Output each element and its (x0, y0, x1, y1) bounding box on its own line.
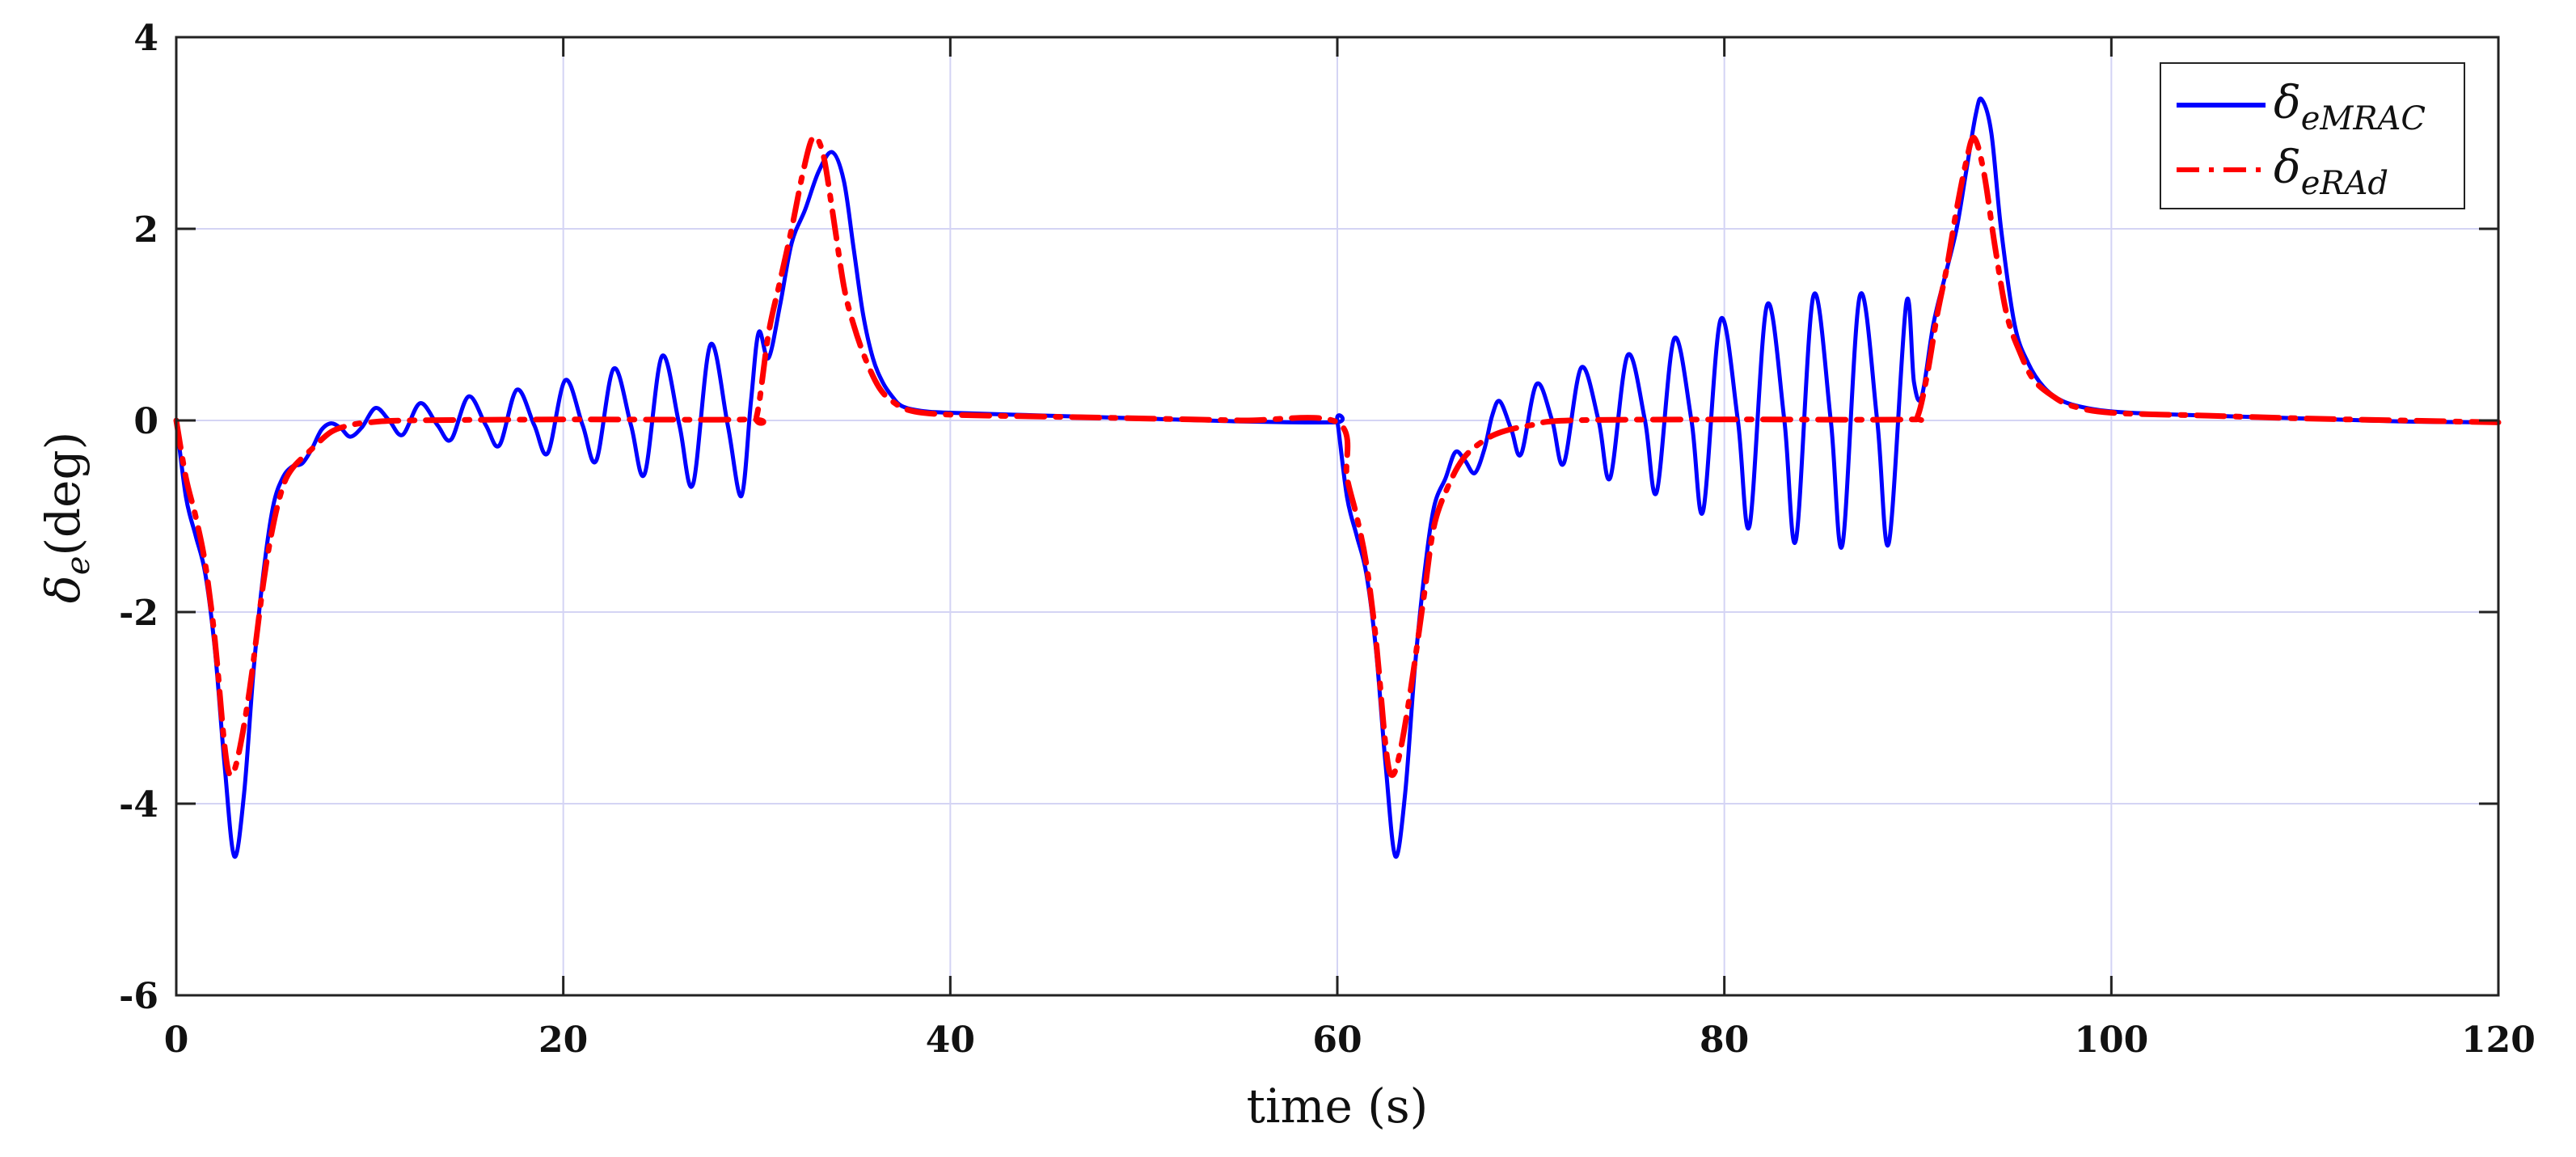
x-tick-label: 20 (538, 1020, 588, 1061)
legend-label-mrac-symbol: δ (2274, 77, 2301, 129)
x-axis-title: time (s) (1247, 1079, 1429, 1134)
x-tick-label: 80 (1700, 1020, 1749, 1061)
y-tick-label: -2 (119, 593, 158, 634)
legend-box (2160, 62, 2465, 209)
legend-label-mrac-subscript: eMRAC (2301, 100, 2426, 137)
legend-label-mrac: δeMRAC (2274, 77, 2426, 137)
y-tick-label: -6 (119, 976, 158, 1017)
series-layer (173, 96, 2502, 859)
legend-label-rad-symbol: δ (2274, 141, 2301, 194)
y-axis-symbol: δ (36, 575, 91, 603)
y-tick-label: 0 (133, 401, 158, 442)
x-tick-label: 0 (164, 1020, 189, 1061)
legend-label-rad-subscript: eRAd (2301, 165, 2388, 202)
x-tick-label: 120 (2461, 1020, 2536, 1061)
y-axis-unit: (deg) (36, 432, 91, 556)
legend: δeMRAC δeRAd (2160, 62, 2465, 209)
legend-label-rad: δeRAd (2274, 141, 2388, 202)
ticks (175, 36, 2500, 997)
y-tick-label: 2 (133, 209, 158, 251)
y-axis-title: δe(deg) (36, 432, 97, 603)
y-axis-subscript: e (60, 556, 97, 576)
x-tick-label: 100 (2074, 1020, 2148, 1061)
y-tick-label: 4 (133, 18, 158, 59)
x-tick-label: 60 (1312, 1020, 1362, 1061)
y-tick-label: -4 (119, 784, 158, 826)
series-line-rad (173, 133, 2502, 779)
x-tick-label: 40 (926, 1020, 975, 1061)
